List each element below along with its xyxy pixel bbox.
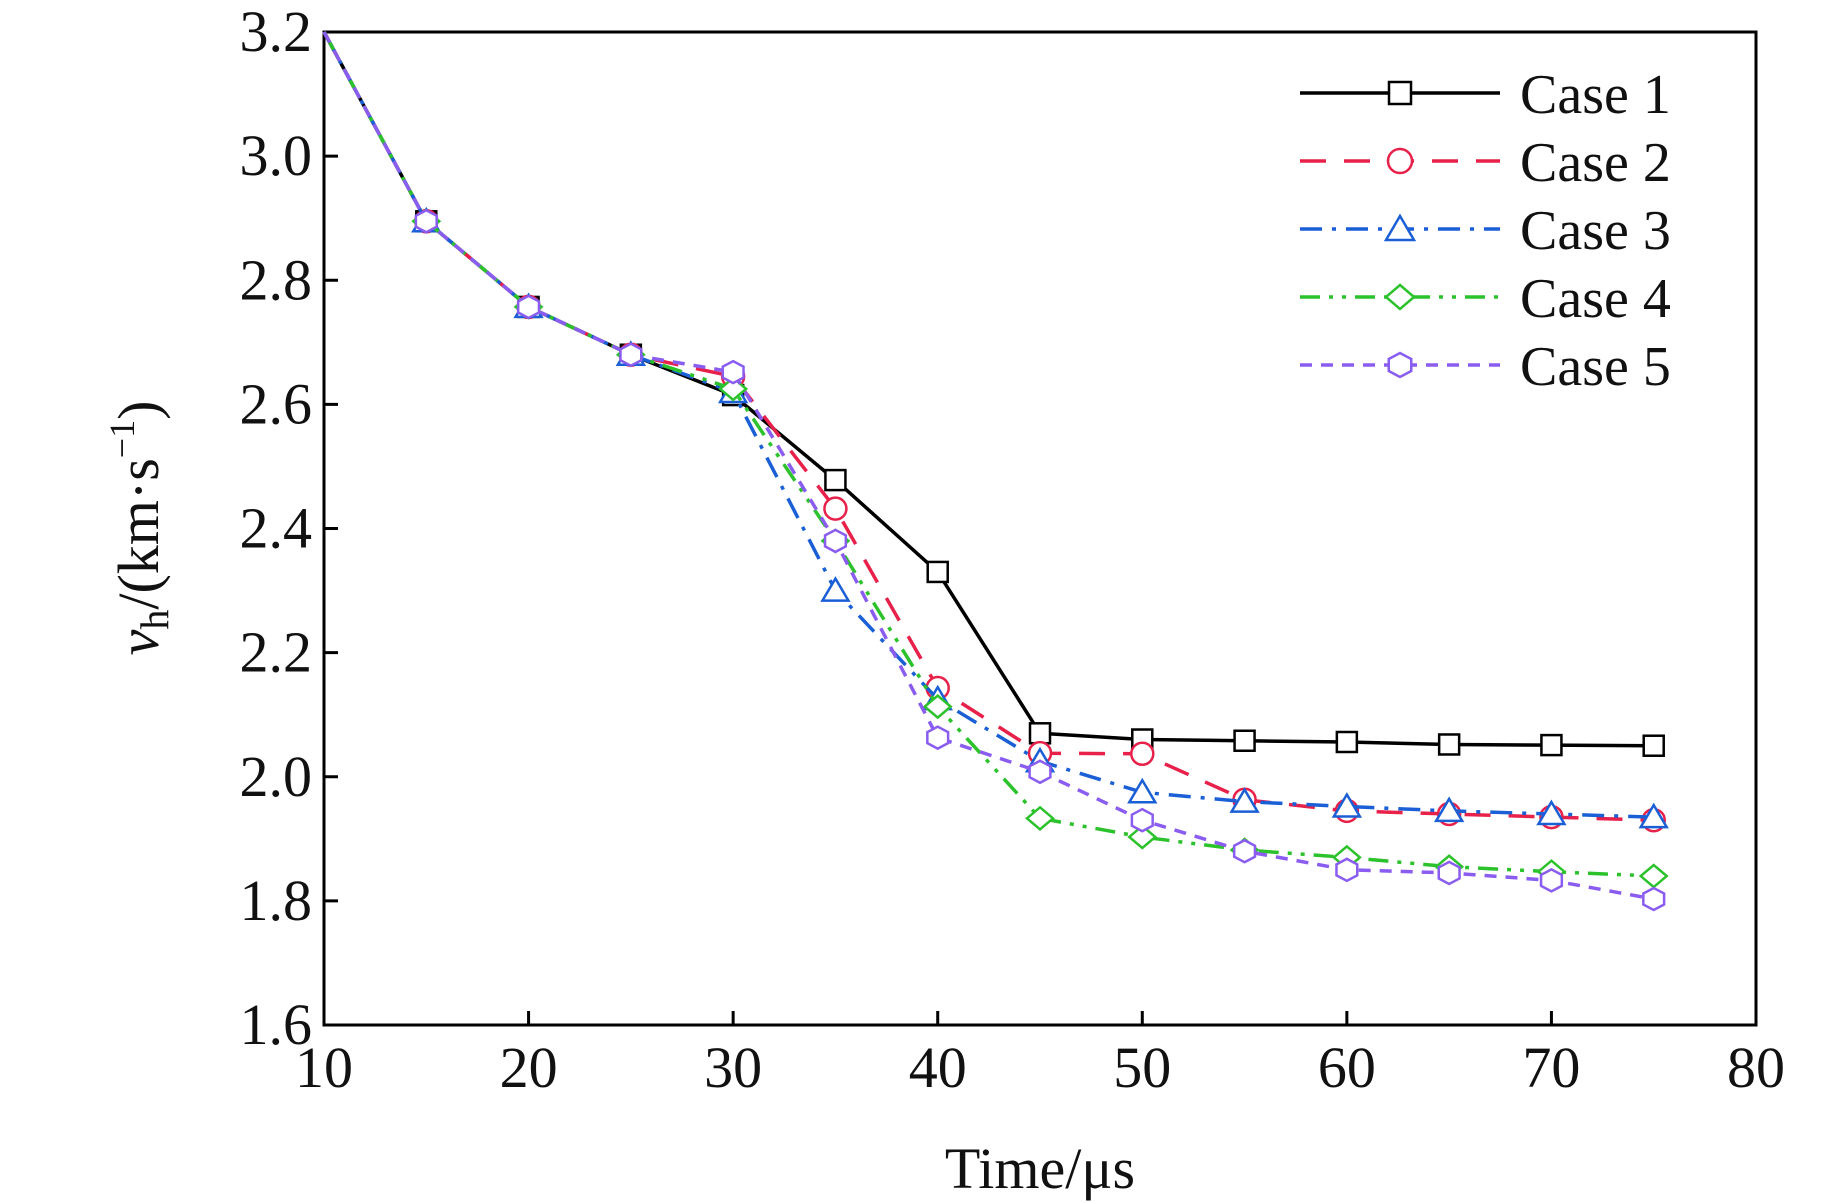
y-tick-label: 3.2 bbox=[240, 0, 313, 64]
data-point bbox=[1437, 860, 1461, 886]
data-point bbox=[820, 576, 851, 602]
y-axis-title-symbol: v bbox=[106, 629, 171, 655]
y-tick-label: 2.2 bbox=[240, 620, 313, 685]
data-point bbox=[1387, 80, 1413, 106]
y-tick-label: 3.0 bbox=[240, 123, 313, 188]
y-tick-label: 2.4 bbox=[240, 496, 313, 561]
data-point bbox=[1335, 857, 1359, 883]
x-tick-label: 10 bbox=[295, 1035, 353, 1100]
data-point bbox=[926, 560, 949, 584]
data-point bbox=[1025, 805, 1055, 831]
legend-item: Case 3 bbox=[1300, 200, 1671, 262]
data-point bbox=[823, 528, 848, 554]
series-case-2 bbox=[322, 31, 1666, 833]
data-point bbox=[1540, 733, 1563, 757]
data-point bbox=[823, 496, 848, 521]
x-tick-label: 20 bbox=[500, 1035, 558, 1100]
data-point bbox=[1335, 730, 1359, 754]
series-case-5 bbox=[322, 31, 1666, 912]
data-point bbox=[516, 294, 541, 320]
data-point bbox=[1638, 802, 1669, 829]
series-case-1 bbox=[322, 31, 1665, 757]
data-point bbox=[1130, 807, 1154, 833]
y-tick-label: 1.6 bbox=[240, 992, 313, 1057]
legend-label: Case 3 bbox=[1520, 200, 1671, 262]
legend-item: Case 4 bbox=[1300, 268, 1671, 330]
legend-item: Case 1 bbox=[1300, 64, 1671, 126]
series-line bbox=[322, 31, 1654, 748]
data-point bbox=[1127, 777, 1158, 804]
x-axis-title: Time/μs bbox=[945, 1136, 1135, 1201]
series-line bbox=[322, 31, 1654, 819]
axis-ticks: 10 20 30 40 50 60 70 80 1.6 1.8 2.0 2.2 2.4 2.6 2.8 3.0… bbox=[240, 0, 1786, 1100]
data-point bbox=[824, 468, 847, 492]
y-axis-title-superscript: −1 bbox=[102, 420, 142, 458]
data-point bbox=[619, 342, 643, 368]
series-layer bbox=[322, 31, 1669, 912]
data-point bbox=[1384, 283, 1416, 311]
data-point bbox=[1437, 733, 1461, 756]
data-point bbox=[926, 725, 950, 751]
data-point bbox=[1433, 796, 1465, 823]
legend-label: Case 5 bbox=[1520, 336, 1671, 398]
y-tick-label: 2.6 bbox=[240, 371, 313, 436]
y-axis-title-unit: /(km·s bbox=[106, 458, 171, 609]
legend-label: Case 4 bbox=[1520, 268, 1671, 330]
series-line bbox=[322, 31, 1655, 901]
data-point bbox=[1642, 734, 1665, 757]
x-tick-label: 80 bbox=[1727, 1035, 1785, 1100]
series-case-3 bbox=[322, 31, 1669, 829]
y-axis-title: vh/(km·s−1) bbox=[102, 401, 177, 656]
data-point bbox=[1229, 787, 1260, 813]
data-point bbox=[1331, 792, 1363, 818]
x-tick-label: 60 bbox=[1318, 1035, 1376, 1100]
x-tick-label: 40 bbox=[909, 1035, 967, 1100]
series-case-4 bbox=[322, 31, 1669, 889]
data-point bbox=[922, 693, 953, 720]
data-point bbox=[1028, 759, 1052, 785]
data-point bbox=[1130, 741, 1155, 767]
legend-item: Case 5 bbox=[1300, 336, 1671, 398]
y-axis-title-subscript: h bbox=[132, 610, 177, 630]
data-point bbox=[414, 208, 438, 234]
data-point bbox=[1028, 722, 1052, 745]
legend-label: Case 1 bbox=[1520, 64, 1671, 126]
data-point bbox=[1638, 863, 1669, 889]
data-point bbox=[721, 359, 745, 385]
data-point bbox=[1127, 824, 1158, 850]
legend-label: Case 2 bbox=[1520, 132, 1671, 194]
x-tick-label: 70 bbox=[1522, 1035, 1580, 1100]
data-point bbox=[1233, 729, 1256, 753]
data-point bbox=[1642, 886, 1666, 912]
series-line bbox=[322, 31, 1654, 878]
data-point bbox=[1386, 147, 1414, 175]
data-point bbox=[1383, 213, 1417, 242]
y-tick-label: 1.8 bbox=[240, 868, 313, 933]
y-tick-label: 2.8 bbox=[240, 247, 313, 312]
data-point bbox=[1536, 799, 1567, 826]
x-tick-label: 50 bbox=[1113, 1035, 1171, 1100]
legend-item: Case 2 bbox=[1300, 132, 1671, 194]
y-tick-label: 2.0 bbox=[240, 744, 313, 809]
data-point bbox=[1539, 867, 1564, 893]
data-point bbox=[1387, 351, 1413, 379]
x-tick-label: 30 bbox=[704, 1035, 762, 1100]
data-point bbox=[1232, 838, 1257, 864]
y-axis-title-close: ) bbox=[106, 401, 171, 420]
series-line bbox=[322, 31, 1654, 822]
